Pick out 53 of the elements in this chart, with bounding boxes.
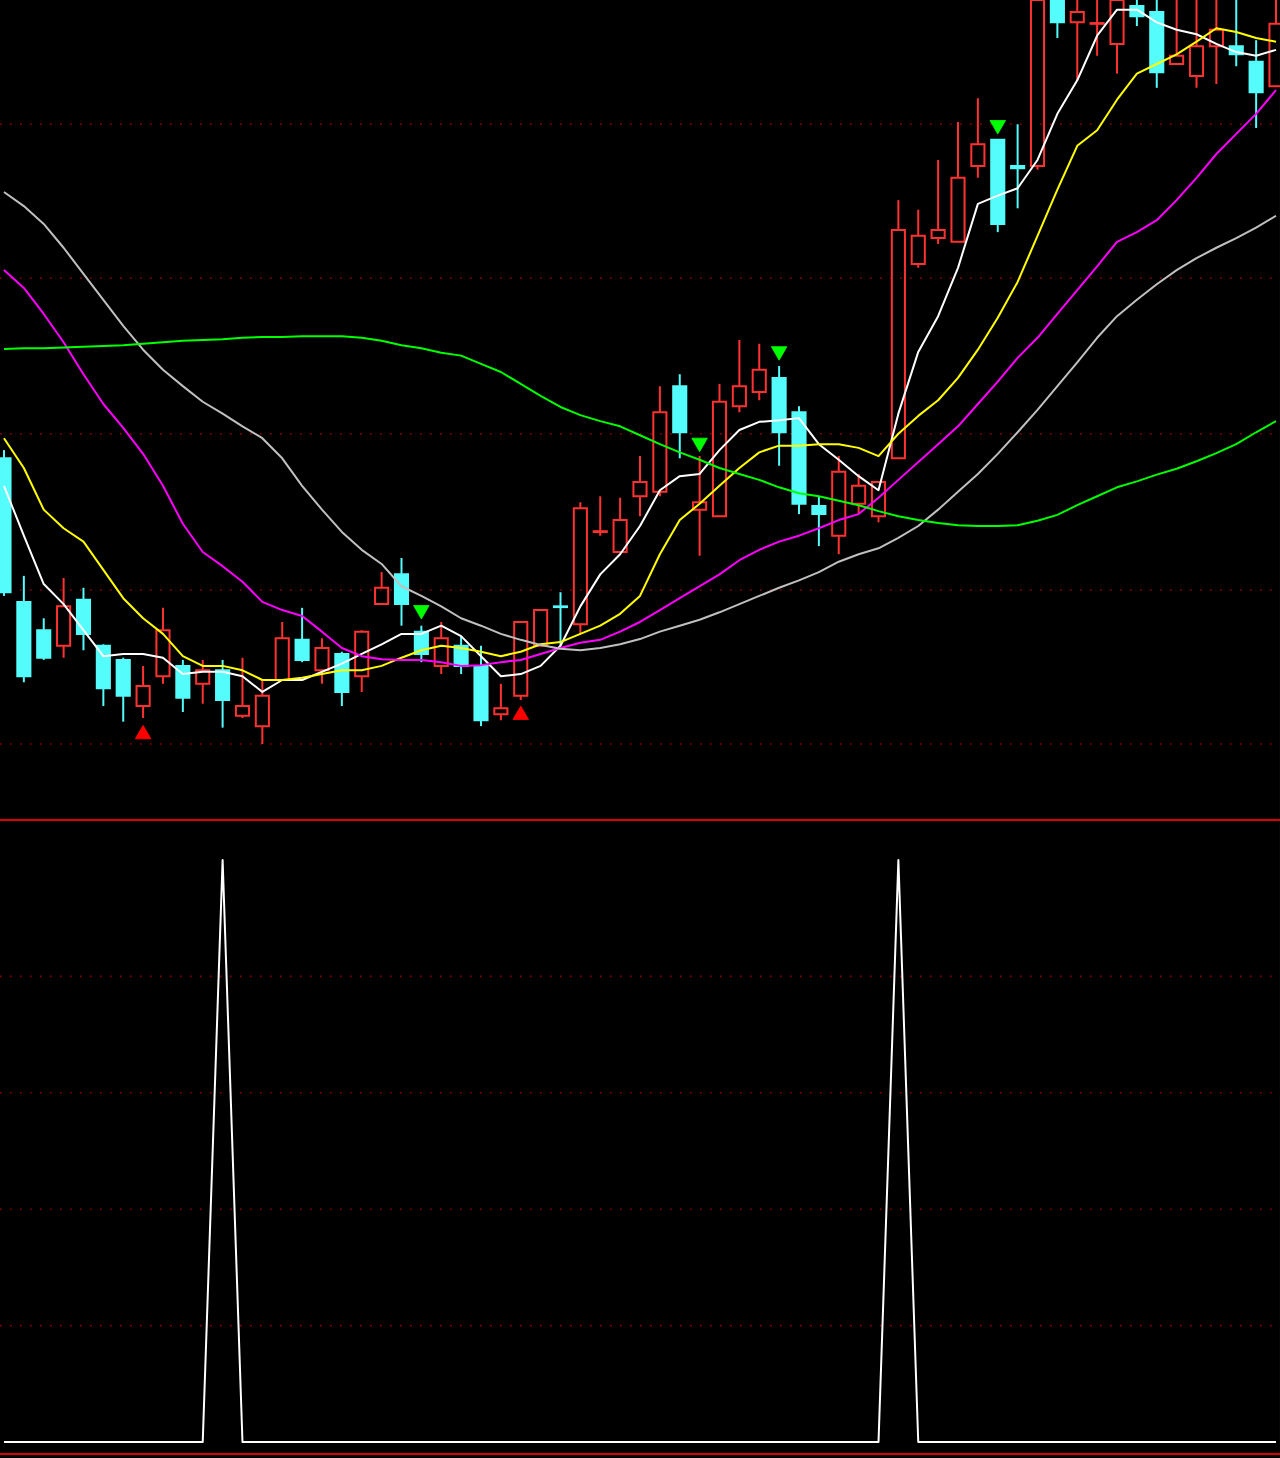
candlestick [851,472,867,516]
candlestick [890,199,906,460]
candlestick [36,617,52,661]
point [989,120,1006,135]
candlestick [1188,0,1205,89]
candlestick [910,208,926,269]
candlestick [1069,0,1085,82]
candlestick [612,496,628,554]
candlestick [751,342,767,402]
point [770,346,788,361]
candlestick [493,682,509,722]
candlestick [334,650,350,708]
candlestick [711,382,728,518]
point [134,724,152,740]
point [512,705,529,720]
candlestick [1089,0,1105,57]
candlestick [1010,123,1026,210]
candlestick [115,656,131,723]
candlestick [831,455,847,556]
candlestick [950,121,966,243]
candlestick [672,373,688,460]
candlestick [652,385,668,498]
candlestick [56,577,72,659]
candlestick [393,557,410,627]
candlestick [731,339,747,414]
candlestick [433,620,449,676]
candlestick [970,97,986,179]
candlestick [692,455,708,557]
candlestick [175,658,191,713]
candlestick [215,658,231,729]
candlestick [374,571,390,606]
candlestick [354,630,370,693]
candlestick [632,455,648,518]
candlestick [1049,0,1065,39]
candlestick [811,495,827,548]
candlestick [1169,0,1185,65]
candlestick [234,656,251,719]
candlestick [1208,0,1224,86]
candlestick [314,637,330,685]
candlestick [95,643,111,708]
candlestick [1248,39,1264,129]
candlestick [552,591,569,647]
point [691,437,708,453]
candlestick [274,620,290,682]
candlestick [592,495,608,537]
candlestick [1109,0,1125,75]
candlestick [195,658,211,705]
candlestick [135,664,151,719]
candlestick [254,679,270,745]
candlestick [930,158,946,246]
candlestick [75,586,92,652]
candlestick [294,606,310,664]
candlestick [155,606,171,685]
